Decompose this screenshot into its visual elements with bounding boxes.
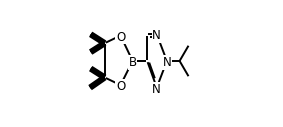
Text: N: N: [152, 83, 161, 96]
Text: N: N: [152, 29, 161, 42]
Text: O: O: [116, 31, 125, 44]
Text: O: O: [116, 80, 125, 93]
Text: N: N: [162, 56, 171, 69]
Text: B: B: [128, 56, 137, 69]
